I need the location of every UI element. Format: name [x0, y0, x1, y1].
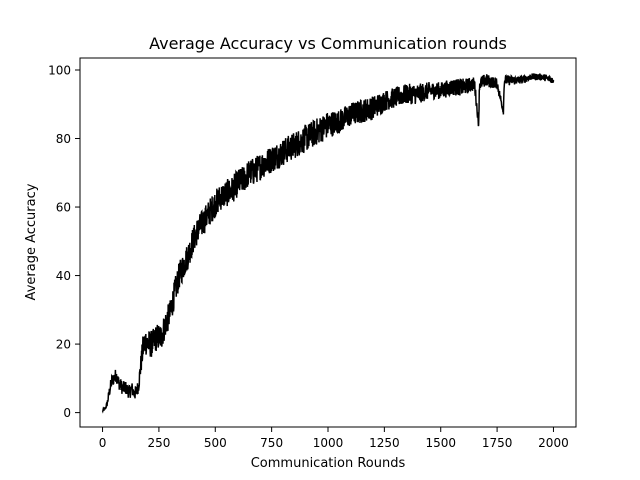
y-tick-label: 20: [56, 338, 71, 352]
x-tick-label: 500: [204, 436, 227, 450]
x-tick-label: 0: [99, 436, 107, 450]
series-line: [101, 73, 555, 414]
series-layer: [101, 73, 555, 414]
y-tick-label: 0: [63, 406, 71, 420]
x-axis-label: Communication Rounds: [251, 456, 406, 471]
x-tick-label: 1750: [482, 436, 513, 450]
y-tick-label: 40: [56, 269, 71, 283]
x-tick-label: 250: [147, 436, 170, 450]
y-tick-label: 100: [48, 63, 71, 77]
x-tick-label: 2000: [538, 436, 569, 450]
y-tick-label: 80: [56, 132, 71, 146]
x-axis: 0 250 500 750 1000 1250 1500 1750 2000: [99, 427, 569, 450]
x-tick-label: 750: [260, 436, 283, 450]
y-axis: 0 20 40 60 80 100: [48, 63, 80, 420]
x-tick-label: 1000: [313, 436, 344, 450]
x-tick-label: 1250: [369, 436, 400, 450]
chart-title: Average Accuracy vs Communication rounds: [149, 34, 507, 53]
y-tick-label: 60: [56, 201, 71, 215]
y-axis-label: Average Accuracy: [24, 183, 39, 300]
x-tick-label: 1500: [425, 436, 456, 450]
